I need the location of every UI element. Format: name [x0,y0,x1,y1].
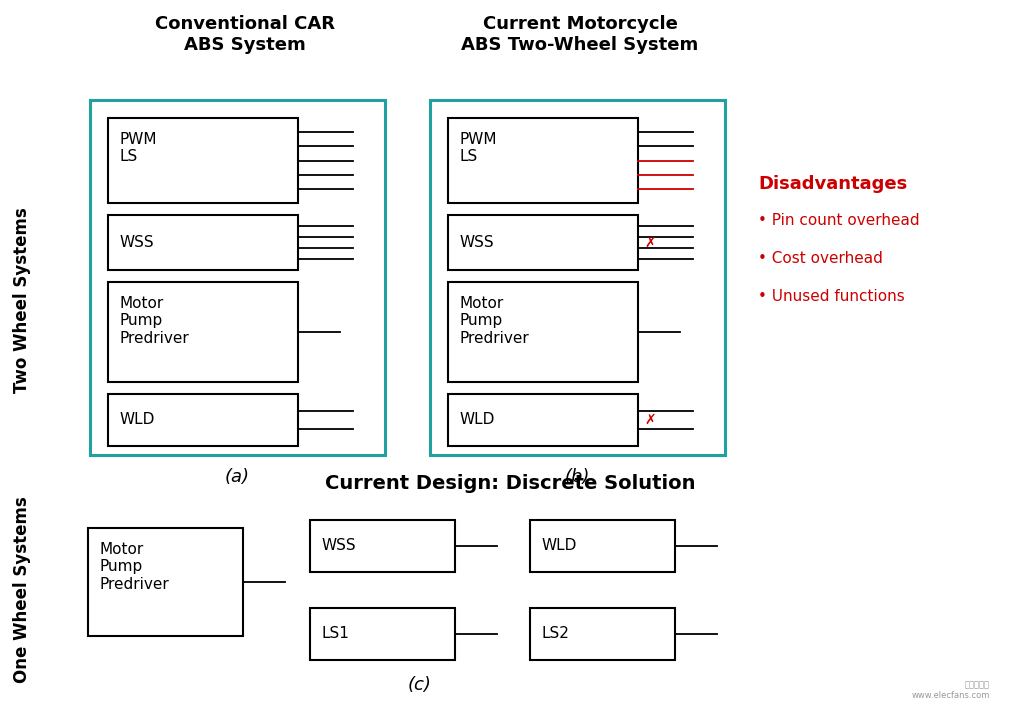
Text: (b): (b) [565,468,590,486]
Bar [448,394,638,446]
Text: Two Wheel Systems: Two Wheel Systems [13,207,31,393]
Text: • Cost overhead: • Cost overhead [758,251,882,266]
Text: One Wheel Systems: One Wheel Systems [13,496,31,683]
Text: Current Design: Discrete Solution: Current Design: Discrete Solution [325,474,695,493]
Bar [448,118,638,203]
Bar [108,118,298,203]
Bar [530,520,675,572]
Text: WLD: WLD [120,412,155,427]
Text: Motor
Pump
Predriver: Motor Pump Predriver [100,542,170,592]
Bar [108,282,298,382]
Text: (c): (c) [408,676,432,694]
Text: (a): (a) [225,468,250,486]
Text: LS2: LS2 [542,626,570,641]
Text: Motor
Pump
Predriver: Motor Pump Predriver [120,296,190,346]
Text: Current Motorcycle
ABS Two-Wheel System: Current Motorcycle ABS Two-Wheel System [462,15,699,54]
Bar [530,608,675,660]
Bar [448,215,638,270]
Text: PWM
LS: PWM LS [460,132,497,164]
Text: Conventional CAR
ABS System: Conventional CAR ABS System [155,15,335,54]
Text: ✗: ✗ [644,413,656,427]
Bar [108,215,298,270]
Text: LS1: LS1 [322,626,350,641]
Bar [310,608,455,660]
Text: WSS: WSS [322,538,357,553]
Text: • Pin count overhead: • Pin count overhead [758,213,919,228]
Bar [108,394,298,446]
Text: WLD: WLD [460,412,495,427]
Text: 电子发烧友
www.elecfans.com: 电子发烧友 www.elecfans.com [912,680,990,700]
Bar [310,520,455,572]
Bar [90,100,385,455]
Text: Disadvantages: Disadvantages [758,175,907,193]
Bar [430,100,725,455]
Text: • Unused functions: • Unused functions [758,289,905,304]
Text: WSS: WSS [460,235,494,250]
Text: Motor
Pump
Predriver: Motor Pump Predriver [460,296,530,346]
Bar [88,528,243,636]
Text: WSS: WSS [120,235,155,250]
Text: WLD: WLD [542,538,578,553]
Text: ✗: ✗ [644,235,656,250]
Text: PWM
LS: PWM LS [120,132,158,164]
Bar [448,282,638,382]
